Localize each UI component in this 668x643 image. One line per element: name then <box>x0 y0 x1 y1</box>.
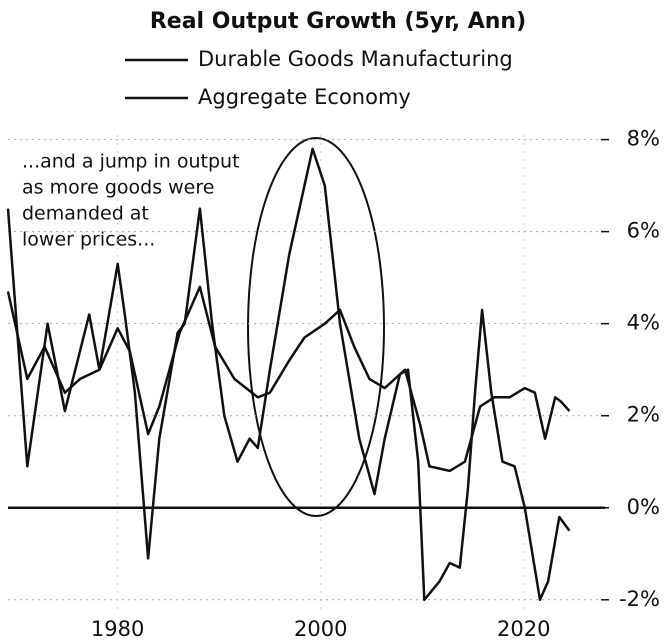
annotation: as more goods were <box>22 177 214 199</box>
series-line <box>6 285 571 473</box>
annotation: ...and a jump in output <box>22 151 240 173</box>
legend-label: Aggregate Economy <box>198 85 411 109</box>
y-tick-label: 6% <box>627 219 660 243</box>
y-tick-label: 8% <box>627 127 660 151</box>
x-tick-label: 2020 <box>497 617 550 641</box>
y-tick-label: 4% <box>627 311 660 335</box>
annotation: lower prices... <box>22 229 155 251</box>
x-tick-label: 1980 <box>91 617 144 641</box>
legend-label: Durable Goods Manufacturing <box>198 47 513 71</box>
y-tick-label: 2% <box>627 403 660 427</box>
y-tick-label: 0% <box>627 495 660 519</box>
chart-title: Real Output Growth (5yr, Ann) <box>150 9 526 34</box>
annotation: demanded at <box>22 203 149 225</box>
series-line <box>6 147 571 602</box>
highlight-ellipse <box>247 137 385 517</box>
y-tick-label: -2% <box>619 587 660 611</box>
x-tick-label: 2000 <box>294 617 347 641</box>
